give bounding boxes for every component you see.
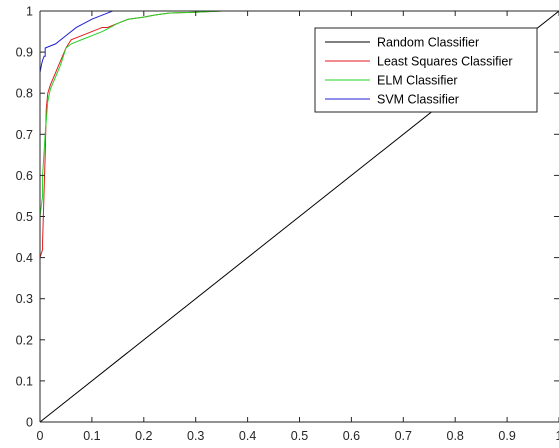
x-tick-label: 0.5 xyxy=(291,429,308,443)
series-line-3 xyxy=(39,10,559,422)
y-tick-label: 0.3 xyxy=(16,292,33,306)
x-tick-label: 0.8 xyxy=(447,429,464,443)
x-tick-label: 0.7 xyxy=(395,429,412,443)
axes: 0 0.1 0.2 0.3 0.4 0.5 0.6 0.7 0.8 0.9 1 0 0.1 0.2 0.3 0… xyxy=(16,5,559,443)
y-tick-label: 0.9 xyxy=(16,46,33,60)
y-tick-label: 1 xyxy=(26,5,33,19)
legend: Random Classifier Least Squares Classifie… xyxy=(314,27,538,113)
x-tick-label: 0.1 xyxy=(83,429,100,443)
x-tick-label: 1 xyxy=(556,429,559,443)
y-tick-label: 0.7 xyxy=(16,128,33,142)
y-tick-label: 0.1 xyxy=(16,374,33,388)
y-tick-label: 0.8 xyxy=(16,87,33,101)
x-tick-label: 0.3 xyxy=(187,429,204,443)
y-tick-label: 0.5 xyxy=(16,210,33,224)
legend-label-2: Least Squares Classifier xyxy=(377,55,512,69)
legend-label-3: ELM Classifier xyxy=(377,74,458,88)
y-tick-label: 0.4 xyxy=(16,251,33,265)
x-tick-label: 0.6 xyxy=(343,429,360,443)
legend-label-4: SVM Classifier xyxy=(377,93,459,107)
x-tick-label: 0.9 xyxy=(498,429,515,443)
legend-label-1: Random Classifier xyxy=(377,36,479,50)
x-tick-label: 0 xyxy=(37,429,44,443)
y-tick-label: 0 xyxy=(26,416,33,430)
x-tick-label: 0.4 xyxy=(239,429,256,443)
y-tick-label: 0.6 xyxy=(16,169,33,183)
x-tick-label: 0.2 xyxy=(135,429,152,443)
y-tick-label: 0.2 xyxy=(16,333,33,347)
